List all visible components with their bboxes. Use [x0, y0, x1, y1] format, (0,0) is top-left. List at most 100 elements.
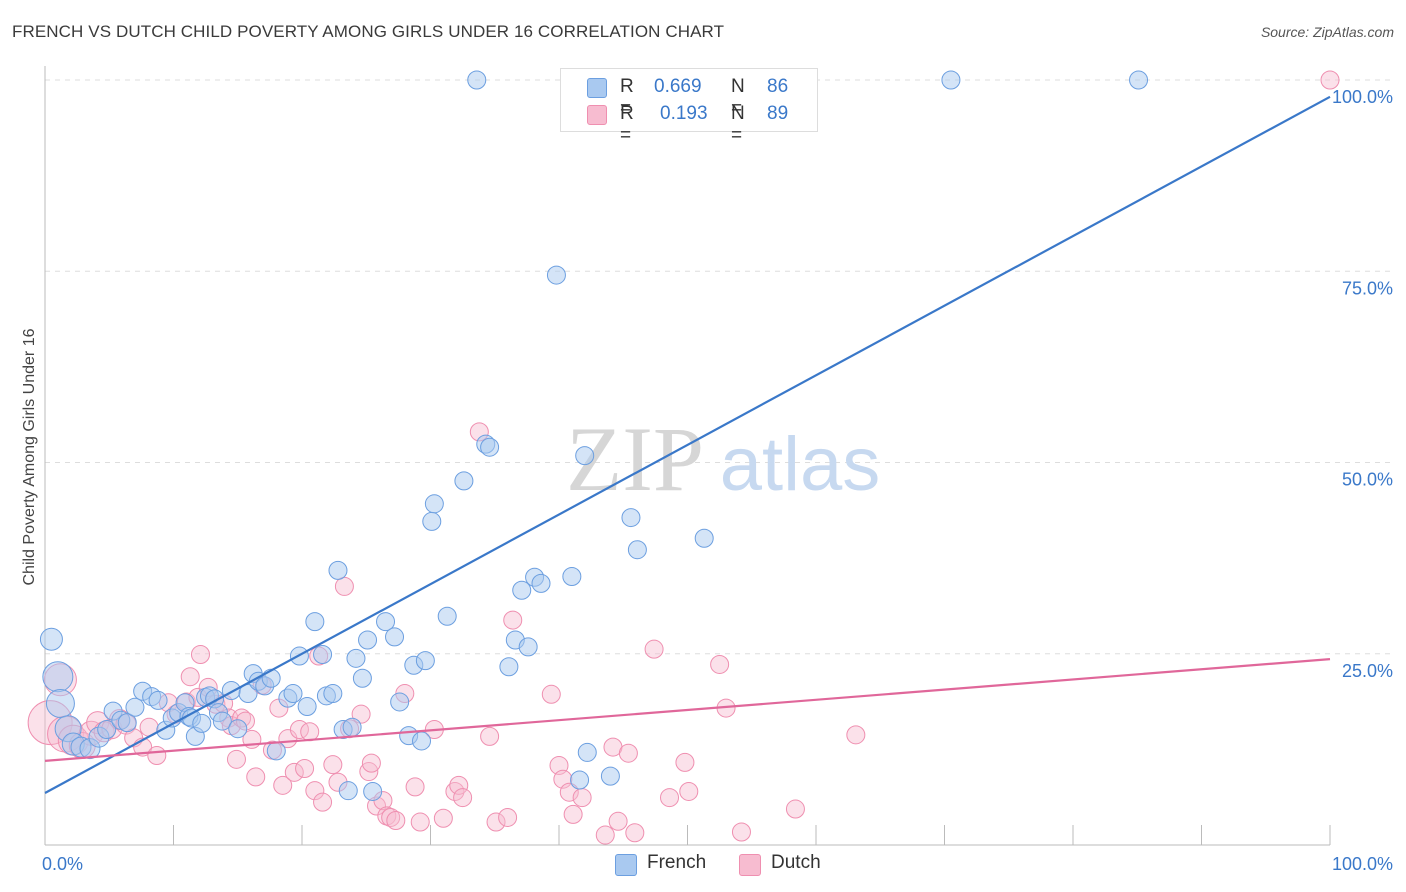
y-tick-label: 50.0%	[1342, 470, 1393, 490]
correlation-legend: R = 0.669 N = 86 R = 0.193 N = 89	[560, 68, 818, 146]
chart-title: FRENCH VS DUTCH CHILD POVERTY AMONG GIRL…	[12, 22, 725, 41]
french-point	[376, 612, 396, 632]
tick-labels: 25.0% 50.0% 75.0% 100.0% 0.0% 100.0%	[42, 87, 1393, 874]
dutch-point	[445, 781, 465, 801]
french-point	[415, 651, 435, 671]
watermark-atlas: atlas	[720, 422, 881, 507]
french-point	[570, 770, 590, 790]
french-point	[512, 580, 532, 600]
legend-n-key: N =	[731, 103, 745, 146]
legend-swatch-dutch	[587, 105, 607, 125]
french-point	[45, 688, 75, 718]
grid-lines	[45, 79, 1395, 655]
bottom-swatch-french	[615, 854, 637, 876]
french-point	[480, 437, 500, 457]
french-point	[238, 684, 258, 704]
bottom-label-dutch: Dutch	[771, 852, 821, 873]
french-point	[941, 70, 961, 90]
dutch-point	[785, 799, 805, 819]
dutch-point	[381, 807, 401, 827]
dutch-point	[295, 759, 315, 778]
french-point	[627, 540, 647, 560]
dutch-point	[323, 755, 343, 775]
french-point	[323, 684, 343, 704]
y-tick-label: 100.0%	[1332, 87, 1393, 107]
dutch-point	[278, 729, 298, 749]
french-point	[352, 668, 372, 688]
french-point	[221, 680, 241, 700]
french-point	[297, 697, 317, 717]
legend-n-value-dutch: 89	[767, 103, 789, 124]
dutch-point	[361, 753, 381, 773]
french-point	[1129, 70, 1149, 90]
axes	[44, 66, 1331, 846]
dutch-point	[644, 639, 664, 659]
dutch-point	[608, 811, 628, 831]
dutch-point	[300, 722, 320, 742]
dutch-point	[675, 752, 695, 772]
french-point	[305, 612, 325, 632]
dutch-point	[410, 812, 430, 832]
french-point	[546, 265, 566, 285]
dutch-point	[386, 811, 406, 831]
french-point	[228, 719, 248, 739]
french-point	[621, 508, 641, 528]
french-point	[467, 70, 487, 90]
x-tick-label: 0.0%	[42, 854, 83, 874]
french-point	[42, 661, 74, 693]
dutch-point	[334, 576, 354, 596]
dutch-point	[480, 726, 500, 746]
legend-r-key: R =	[620, 103, 634, 146]
bottom-label-french: French	[647, 852, 707, 873]
dutch-point	[305, 781, 325, 801]
dutch-point	[503, 610, 523, 630]
legend-swatch-french	[587, 78, 607, 98]
french-point	[261, 668, 281, 688]
french-point	[363, 781, 383, 801]
dutch-point	[846, 725, 866, 745]
legend-r-value-dutch: 0.193	[660, 103, 708, 124]
dutch-point	[405, 777, 425, 797]
french-point	[694, 528, 714, 548]
legend-r-key: R =	[620, 76, 634, 119]
dutch-point	[731, 822, 751, 842]
french-point	[358, 630, 378, 650]
french-point	[338, 781, 358, 801]
french-points	[39, 70, 1149, 801]
dutch-point	[541, 684, 561, 704]
french-point	[424, 494, 444, 514]
french-point	[422, 511, 442, 531]
french-point	[212, 711, 232, 731]
dutch-point	[433, 808, 453, 828]
dutch-point	[351, 704, 371, 724]
dutch-point	[180, 667, 200, 687]
legend-n-value-french: 86	[767, 76, 789, 97]
dutch-point	[618, 743, 638, 763]
french-point	[313, 645, 333, 665]
french-point	[266, 741, 286, 761]
french-point	[437, 606, 457, 626]
french-point	[125, 697, 145, 717]
french-point	[600, 766, 620, 786]
french-point	[575, 446, 595, 466]
dutch-point	[313, 792, 333, 812]
source-credit: Source: ZipAtlas.com	[1260, 24, 1394, 40]
legend-n-key: N =	[731, 76, 745, 119]
bottom-swatch-dutch	[739, 854, 761, 876]
french-point	[117, 713, 137, 733]
french-point	[412, 731, 432, 751]
dutch-point	[449, 775, 469, 795]
dutch-point	[246, 767, 266, 787]
dutch-point	[660, 788, 680, 808]
dutch-point	[190, 645, 210, 665]
french-point	[148, 690, 168, 710]
legend-r-value-french: 0.669	[654, 76, 702, 97]
dutch-point	[284, 762, 304, 782]
french-point	[346, 648, 366, 668]
dutch-point	[595, 825, 615, 845]
dutch-point	[273, 775, 293, 795]
dutch-point	[559, 782, 579, 802]
dutch-point	[710, 654, 730, 674]
dutch-point	[1320, 70, 1340, 90]
